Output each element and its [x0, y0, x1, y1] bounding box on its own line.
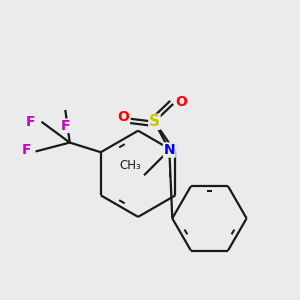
Text: CH₃: CH₃: [119, 159, 141, 172]
Text: F: F: [22, 143, 31, 157]
Text: N: N: [164, 143, 175, 157]
Text: O: O: [176, 95, 188, 110]
Text: O: O: [117, 110, 129, 124]
Text: F: F: [26, 115, 36, 129]
Text: F: F: [61, 119, 70, 133]
Text: S: S: [149, 114, 160, 129]
